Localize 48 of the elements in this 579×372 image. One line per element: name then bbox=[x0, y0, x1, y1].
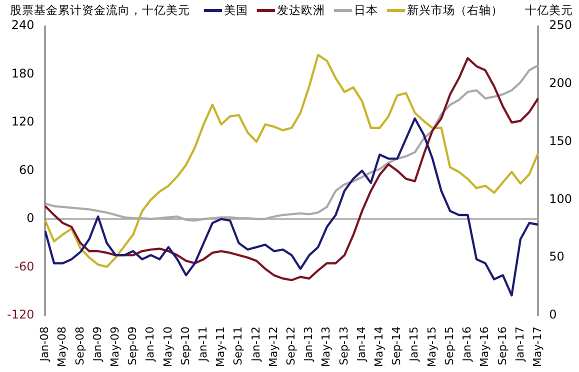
x-tick-label: May-15 bbox=[425, 326, 438, 367]
x-tick-label: Jan-08 bbox=[38, 326, 52, 362]
legend-label: 日本 bbox=[354, 3, 378, 18]
x-tick-label: Jan-13 bbox=[302, 326, 316, 362]
x-tick-label: Sep-09 bbox=[126, 326, 140, 366]
x-tick-label: Jan-15 bbox=[408, 326, 421, 362]
y-tick-label: 60 bbox=[18, 162, 34, 177]
x-tick-label: Jan-11 bbox=[196, 326, 210, 362]
y2-tick-label: 100 bbox=[549, 192, 572, 206]
y-tick-label: 180 bbox=[11, 66, 34, 80]
y-tick-label: 120 bbox=[11, 114, 34, 129]
y2-tick-label: 150 bbox=[549, 134, 572, 148]
x-tick-label: May-10 bbox=[161, 326, 174, 367]
x-tick-label: Jan-17 bbox=[513, 326, 526, 362]
x-tick-label: May-12 bbox=[266, 326, 280, 367]
x-tick-label: Sep-08 bbox=[73, 326, 86, 366]
x-tick-label: May-13 bbox=[320, 326, 333, 367]
x-tick-label: Sep-10 bbox=[178, 326, 192, 366]
y-tick-label: 0 bbox=[26, 211, 34, 226]
x-tick-label: Jan-10 bbox=[144, 326, 157, 362]
x-tick-label: May-11 bbox=[214, 326, 228, 367]
x-tick-label: May-08 bbox=[56, 326, 69, 367]
x-tick-label: Sep-11 bbox=[232, 326, 245, 366]
y2-tick-label: 250 bbox=[549, 18, 572, 32]
legend-label: 美国 bbox=[224, 3, 248, 18]
x-tick-label: May-14 bbox=[372, 326, 386, 367]
x-tick-label: Jan-12 bbox=[249, 326, 262, 362]
x-tick-label: Sep-16 bbox=[496, 326, 509, 366]
y-tick-label: -60 bbox=[14, 259, 34, 274]
y-tick-label: 240 bbox=[11, 18, 34, 32]
y-tick-label: -120 bbox=[7, 308, 34, 322]
x-tick-label: Jan-16 bbox=[460, 326, 474, 362]
x-tick-label: Sep-14 bbox=[390, 326, 404, 366]
y2-tick-label: 200 bbox=[549, 76, 572, 90]
y2-axis-title: 十亿美元 bbox=[525, 3, 573, 18]
legend-label: 新兴市场（右轴） bbox=[407, 3, 503, 18]
y2-tick-label: 0 bbox=[549, 308, 557, 322]
x-tick-label: Sep-12 bbox=[284, 326, 298, 366]
chart-title: 股票基金累计资金流向，十亿美元 bbox=[10, 3, 190, 18]
legend-label: 发达欧洲 bbox=[277, 3, 325, 18]
x-tick-label: Sep-15 bbox=[442, 326, 456, 366]
x-tick-label: May-16 bbox=[478, 326, 492, 367]
x-tick-label: Jan-09 bbox=[90, 326, 104, 362]
x-tick-label: Sep-13 bbox=[337, 326, 350, 366]
x-tick-label: Jan-14 bbox=[354, 326, 368, 362]
y2-tick-label: 50 bbox=[549, 250, 564, 264]
x-tick-label: May-09 bbox=[108, 326, 122, 367]
x-tick-label: May-17 bbox=[530, 326, 544, 367]
